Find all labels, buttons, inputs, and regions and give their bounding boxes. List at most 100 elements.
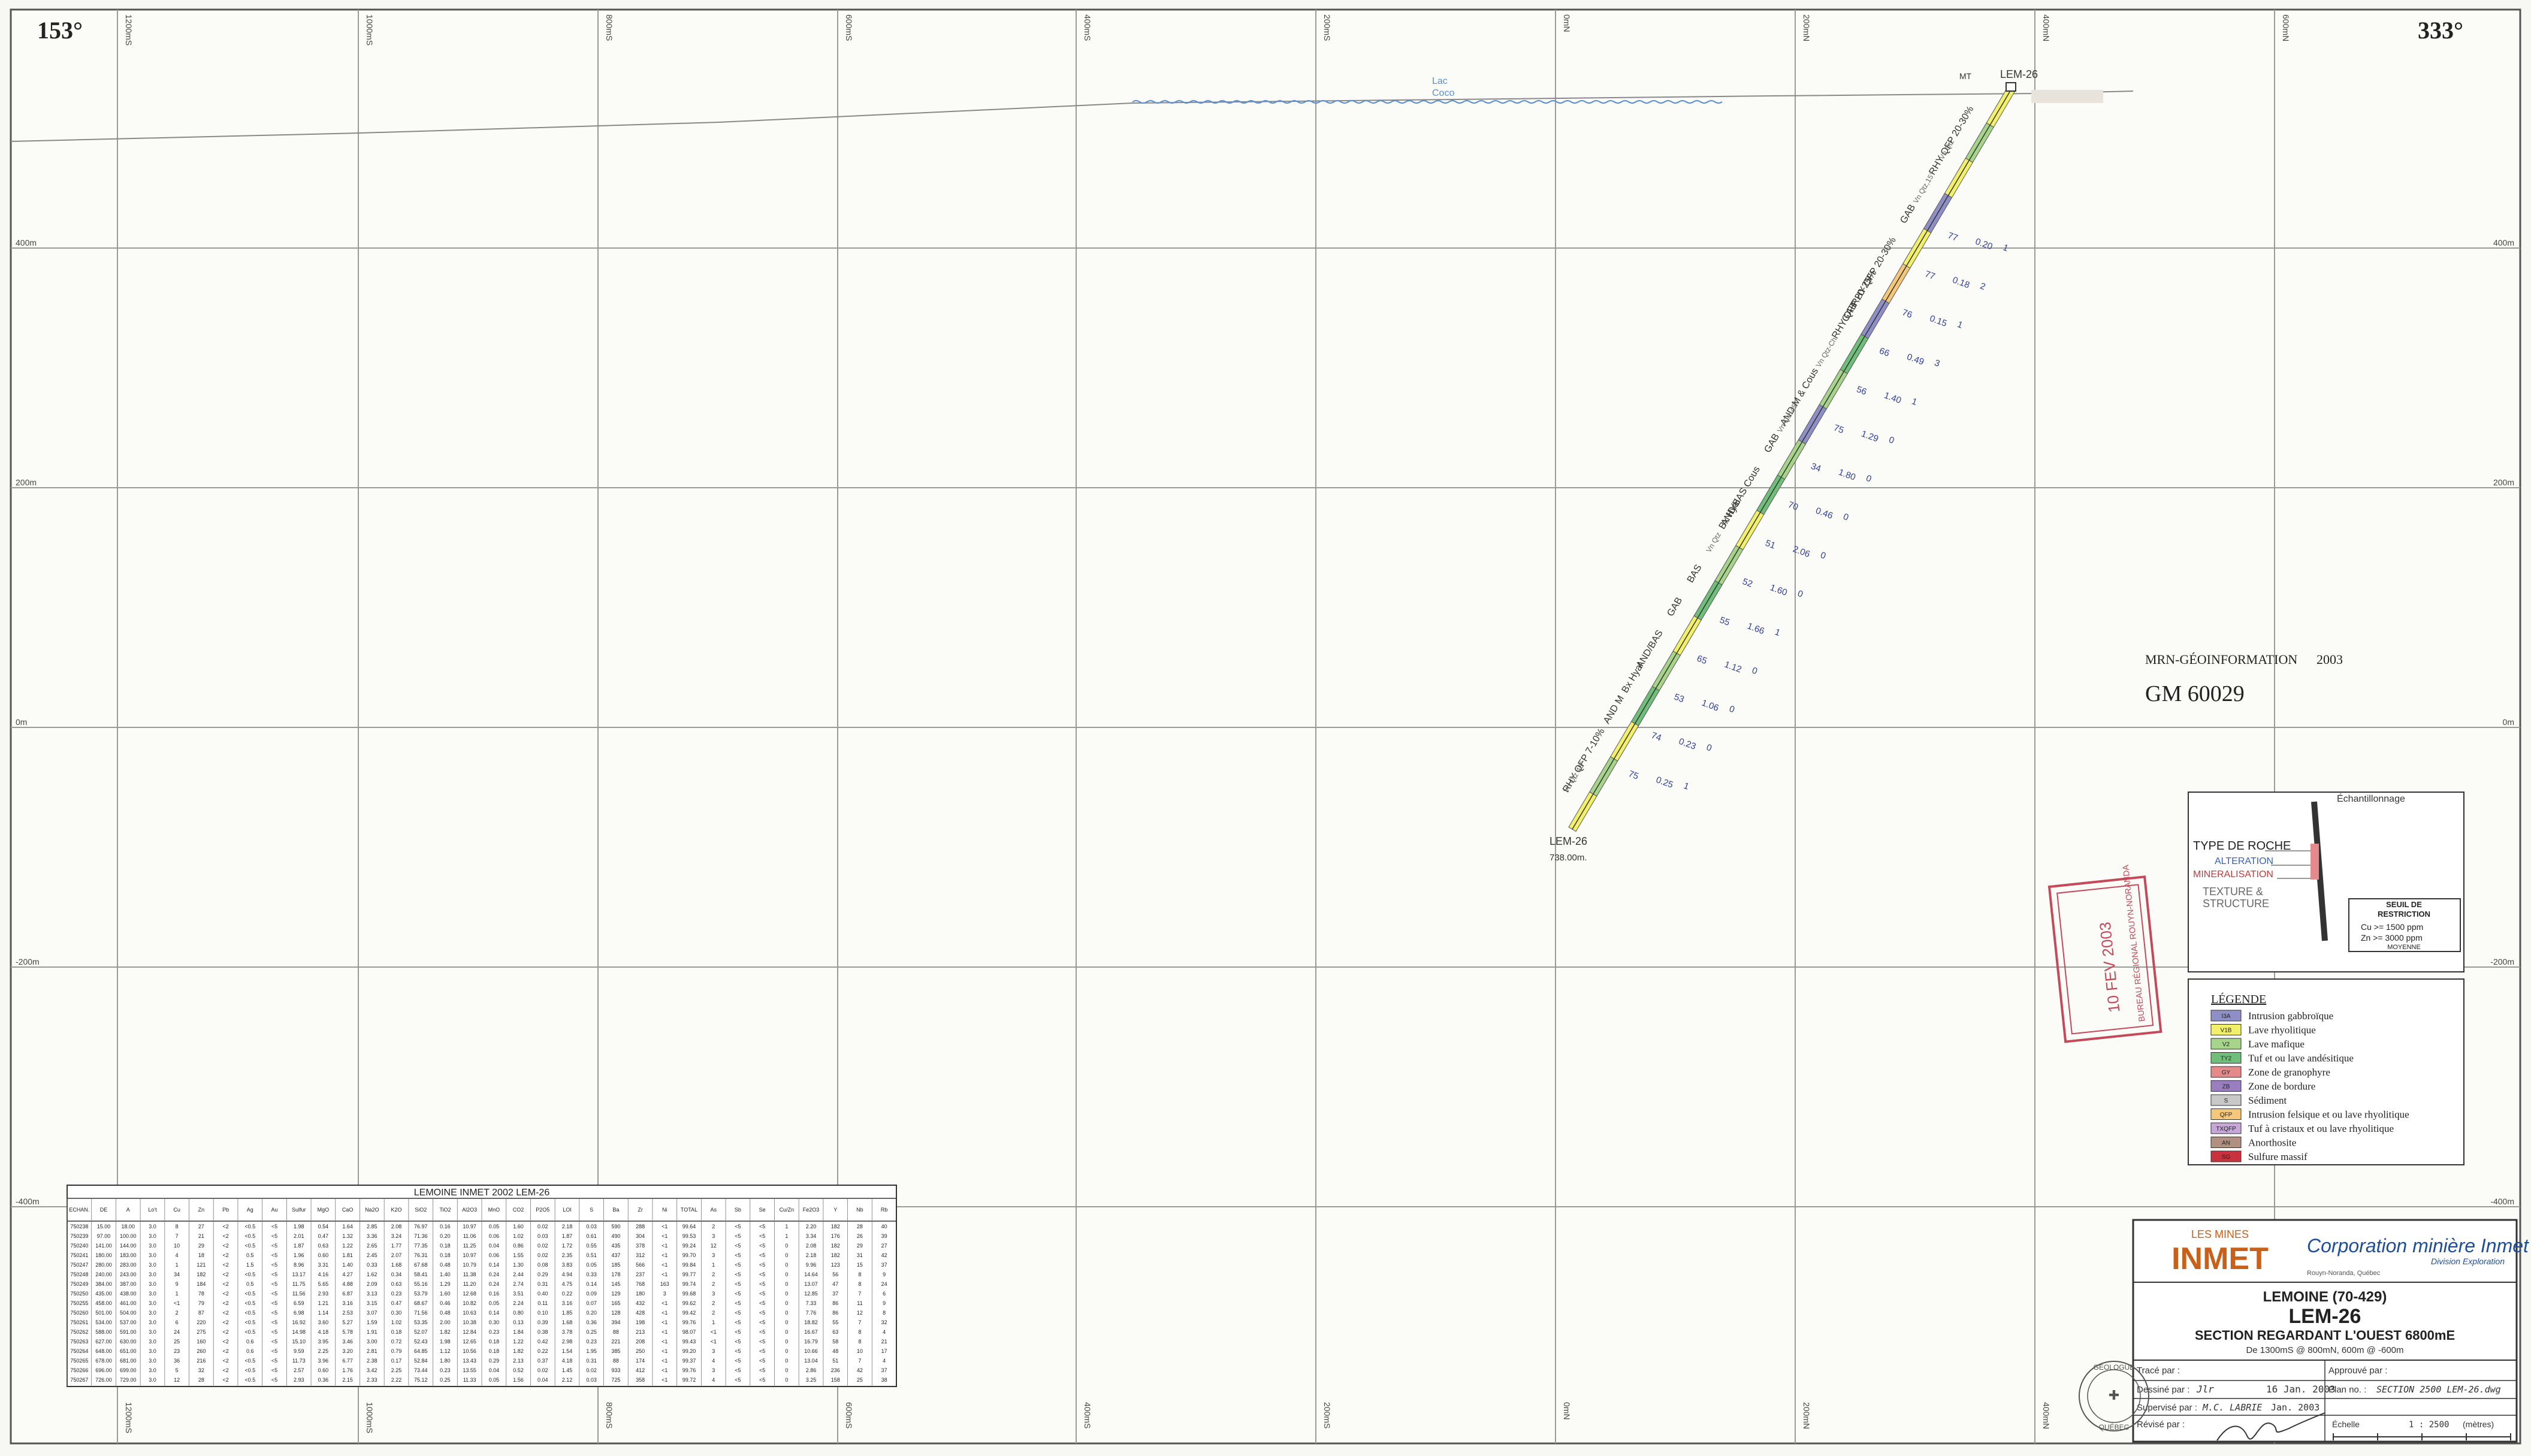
table-cell: <5 xyxy=(271,1291,277,1297)
table-cell: <2 xyxy=(222,1291,228,1297)
table-header-cell: Zr xyxy=(638,1207,643,1213)
table-cell: 29 xyxy=(198,1243,204,1249)
table-cell: 3.24 xyxy=(391,1233,402,1239)
table-cell: 1.95 xyxy=(586,1348,597,1354)
plan-value: SECTION 2500 LEM-26.dwg xyxy=(2376,1384,2501,1395)
legend-code: TXQFP xyxy=(2216,1126,2236,1132)
legend-swatch xyxy=(2210,1010,2242,1022)
table-cell: 99.77 xyxy=(682,1271,696,1277)
table-cell: 3 xyxy=(712,1291,715,1297)
table-cell: <5 xyxy=(759,1300,765,1306)
echelle-unit: (mètres) xyxy=(2463,1419,2494,1429)
table-cell: 288 xyxy=(636,1224,645,1230)
table-header-cell: Zn xyxy=(198,1207,205,1213)
table-cell: 699.00 xyxy=(120,1367,137,1373)
table-cell: 0.03 xyxy=(586,1224,597,1230)
table-cell: 9.96 xyxy=(806,1262,817,1268)
table-cell: 12.85 xyxy=(804,1291,818,1297)
table-cell: 750263 xyxy=(70,1339,88,1345)
table-cell: 18.00 xyxy=(121,1224,135,1230)
table-cell: 3.0 xyxy=(149,1319,156,1325)
table-cell: 3.51 xyxy=(513,1291,524,1297)
table-cell: 9 xyxy=(883,1300,886,1306)
table-cell: 0.34 xyxy=(391,1271,402,1277)
table-cell: 27 xyxy=(881,1243,887,1249)
table-cell: 0 xyxy=(785,1291,788,1297)
table-cell: 3.60 xyxy=(318,1319,329,1325)
inmet-logo xyxy=(2157,1226,2283,1276)
legend-code: SG xyxy=(2222,1154,2231,1161)
table-cell: 13.17 xyxy=(292,1271,306,1277)
stamp-year: 2003 xyxy=(2316,652,2343,667)
table-cell: 726.00 xyxy=(95,1377,112,1383)
table-cell: <1 xyxy=(662,1329,668,1335)
table-cell: 25 xyxy=(174,1339,180,1345)
table-cell: <5 xyxy=(271,1310,277,1316)
table-cell: 27 xyxy=(198,1224,204,1230)
table-cell: 180 xyxy=(636,1291,645,1297)
table-cell: 378 xyxy=(636,1243,645,1249)
table-cell: 435 xyxy=(611,1243,620,1249)
table-cell: 0 xyxy=(785,1339,788,1345)
table-cell: 1.68 xyxy=(391,1262,402,1268)
table-header-cell: CO2 xyxy=(513,1207,524,1213)
table-cell: <5 xyxy=(271,1348,277,1354)
key-echantillonnage: Échantillonnage xyxy=(2337,793,2405,804)
table-cell: 0.47 xyxy=(318,1233,329,1239)
table-cell: <2 xyxy=(222,1348,228,1354)
table-cell: 182 xyxy=(197,1271,206,1277)
table-cell: 4.94 xyxy=(562,1271,573,1277)
table-cell: 1 xyxy=(712,1319,715,1325)
table-cell: 10.82 xyxy=(463,1300,476,1306)
table-cell: 1.22 xyxy=(513,1339,524,1345)
table-cell: 2.24 xyxy=(513,1300,524,1306)
table-cell: 10.38 xyxy=(463,1319,476,1325)
table-cell: 14.98 xyxy=(292,1329,306,1335)
assay-value: 77 xyxy=(1923,269,1936,282)
legend-swatch xyxy=(2210,1024,2242,1035)
table-cell: 99.72 xyxy=(682,1377,696,1383)
grid-label-bottom: 1200mS xyxy=(124,1402,134,1433)
table-cell: 78 xyxy=(198,1291,204,1297)
table-cell: 0.48 xyxy=(440,1262,451,1268)
table-cell: 1.14 xyxy=(318,1310,329,1316)
table-cell: <5 xyxy=(735,1271,741,1277)
table-cell: 725 xyxy=(611,1377,620,1383)
table-cell: 183.00 xyxy=(120,1252,137,1258)
table-cell: 394 xyxy=(611,1319,620,1325)
table-cell: <1 xyxy=(174,1300,180,1306)
assay-value: 77 xyxy=(1946,231,1959,244)
table-cell: 432 xyxy=(636,1300,645,1306)
table-cell: <5 xyxy=(759,1281,765,1287)
key-structure: STRUCTURE xyxy=(2203,898,2269,910)
table-cell: 13.07 xyxy=(804,1281,818,1287)
table-cell: <5 xyxy=(735,1262,741,1268)
grid-label-bottom: 200mN xyxy=(1802,1402,1811,1429)
table-header-cell: MnO xyxy=(488,1207,500,1213)
legend-swatch xyxy=(2210,1038,2242,1050)
table-cell: 0.31 xyxy=(586,1358,597,1364)
table-cell: 2.09 xyxy=(367,1281,377,1287)
table-cell: 182 xyxy=(831,1224,840,1230)
table-cell: 2.25 xyxy=(391,1367,402,1373)
legend: LÉGENDE I3A Intrusion gabbroïque V1B Lave r… xyxy=(2188,978,2464,1165)
table-cell: 240.00 xyxy=(95,1271,112,1277)
table-cell: 0.86 xyxy=(513,1243,524,1249)
table-cell: 8 xyxy=(858,1329,861,1335)
seuil-zn: Zn >= 3000 ppm xyxy=(2361,933,2423,943)
table-cell: 2.08 xyxy=(391,1224,402,1230)
table-header-cell: Rb xyxy=(881,1207,888,1213)
seal-text-1: GÉOLOGUE xyxy=(2094,1363,2135,1372)
table-header-cell: TiO2 xyxy=(439,1207,451,1213)
table-cell: <5 xyxy=(759,1224,765,1230)
table-cell: 0.51 xyxy=(586,1252,597,1258)
table-cell: 3 xyxy=(712,1367,715,1373)
table-cell: 304 xyxy=(636,1233,645,1239)
table-cell: 0.10 xyxy=(537,1310,548,1316)
table-cell: <0.5 xyxy=(244,1310,255,1316)
table-cell: 3.0 xyxy=(149,1348,156,1354)
table-cell: <0.5 xyxy=(244,1224,255,1230)
table-cell: 25 xyxy=(857,1377,863,1383)
table-header-cell: Sulfur xyxy=(292,1207,306,1213)
